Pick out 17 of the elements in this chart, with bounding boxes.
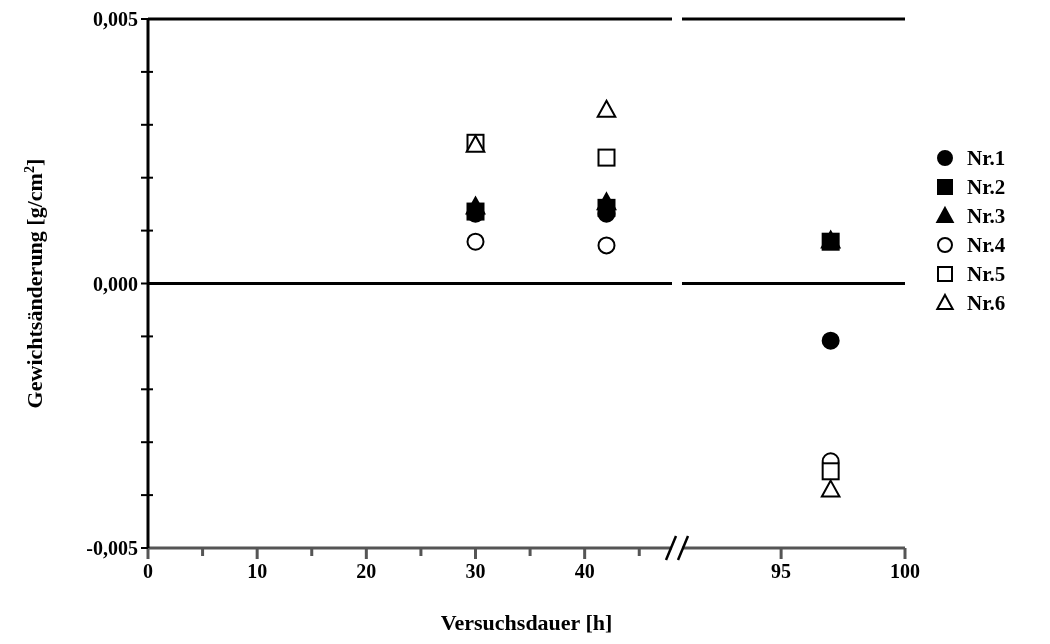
x-tick-label: 10 bbox=[247, 560, 268, 582]
x-axis-title: Versuchsdauer [h] bbox=[440, 610, 613, 635]
y-tick-label: -0,005 bbox=[86, 537, 138, 559]
legend-label: Nr.3 bbox=[967, 204, 1006, 228]
y-tick-label: 0,005 bbox=[93, 8, 138, 30]
legend-label: Nr.1 bbox=[967, 146, 1006, 170]
x-tick-label: 95 bbox=[771, 560, 792, 582]
x-tick-label: 30 bbox=[465, 560, 486, 582]
legend-label: Nr.5 bbox=[967, 262, 1006, 286]
legend-label: Nr.2 bbox=[967, 175, 1006, 199]
x-tick-label: 100 bbox=[890, 560, 920, 582]
x-tick-label: 20 bbox=[356, 560, 377, 582]
legend-label: Nr.6 bbox=[967, 291, 1006, 315]
x-tick-label: 0 bbox=[143, 560, 153, 582]
legend-label: Nr.4 bbox=[967, 233, 1006, 257]
y-tick-label: 0,000 bbox=[93, 272, 138, 295]
x-tick-label: 40 bbox=[574, 560, 595, 582]
